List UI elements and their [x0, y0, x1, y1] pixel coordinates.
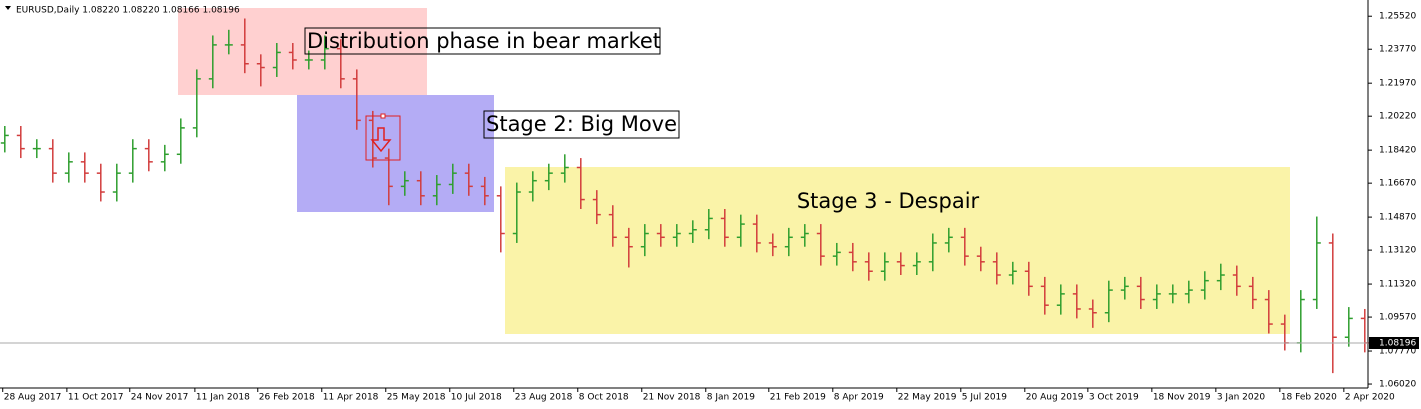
x-tick-label: 25 May 2018	[387, 393, 446, 403]
y-tick-label: 1.14870	[1379, 213, 1416, 223]
x-tick-label: 11 Oct 2017	[68, 393, 124, 403]
annotation: Stage 3 - Despair	[797, 189, 980, 213]
x-tick-label: 11 Jan 2018	[196, 393, 250, 403]
x-tick-label: 23 Aug 2018	[515, 393, 573, 403]
y-tick-label: 1.23770	[1379, 45, 1416, 55]
x-tick-label: 20 Aug 2019	[1026, 393, 1084, 403]
y-tick-label: 1.09570	[1379, 313, 1416, 323]
x-tick-label: 28 Aug 2017	[4, 393, 62, 403]
x-tick-label: 18 Feb 2020	[1281, 393, 1337, 403]
big-move-zone	[297, 95, 494, 212]
x-tick-label: 11 Apr 2018	[323, 393, 379, 403]
label-box	[483, 110, 680, 139]
x-tick-label: 8 Apr 2019	[834, 393, 884, 403]
x-tick-label: 21 Nov 2018	[643, 393, 701, 403]
last-price-tag	[1369, 336, 1419, 349]
x-tick-label: 18 Nov 2019	[1153, 393, 1211, 403]
x-tick-label: 24 Nov 2017	[131, 393, 189, 403]
y-tick-label: 1.18420	[1379, 146, 1416, 156]
x-tick-label: 8 Jan 2019	[707, 393, 755, 403]
despair-zone	[505, 167, 1290, 334]
y-tick-label: 1.21970	[1379, 79, 1416, 89]
y-tick-label: 1.13120	[1379, 246, 1416, 256]
label-box	[304, 27, 661, 55]
last-price-label: 1.08196	[1379, 338, 1416, 348]
annotation: Stage 2: Big Move	[486, 112, 677, 136]
x-tick-label: 22 May 2019	[898, 393, 957, 403]
chart-title: EURUSD,Daily 1.08220 1.08220 1.08166 1.0…	[16, 6, 240, 16]
annotation: Distribution phase in bear market	[307, 29, 661, 53]
x-tick-label: 3 Oct 2019	[1089, 393, 1139, 403]
y-tick-label: 1.16670	[1379, 179, 1416, 189]
down-arrow	[370, 127, 392, 153]
x-tick-label: 8 Oct 2018	[579, 393, 629, 403]
x-tick-label: 21 Feb 2019	[770, 393, 826, 403]
handle	[380, 113, 386, 119]
y-tick-label: 1.07770	[1379, 347, 1416, 357]
y-tick-label: 1.20220	[1379, 112, 1416, 122]
x-tick-label: 2 Apr 2020	[1345, 393, 1395, 403]
distribution-zone	[178, 8, 427, 95]
x-tick-label: 5 Jul 2019	[962, 393, 1007, 403]
x-tick-label: 3 Jan 2020	[1217, 393, 1265, 403]
menu-arrow	[5, 6, 11, 10]
x-tick-label: 10 Jul 2018	[451, 393, 502, 403]
x-tick-label: 26 Feb 2018	[259, 393, 315, 403]
y-tick-label: 1.11320	[1379, 280, 1416, 290]
y-tick-label: 1.25520	[1379, 12, 1416, 22]
y-tick-label: 1.06020	[1379, 380, 1416, 390]
